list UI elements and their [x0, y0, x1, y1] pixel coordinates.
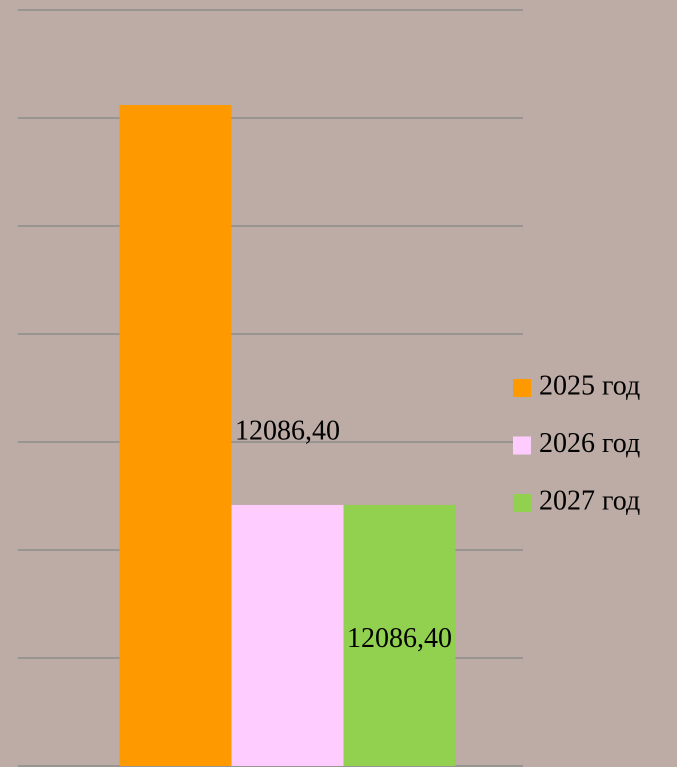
- bar: [119, 105, 232, 767]
- legend-label: 2026 год: [539, 428, 640, 459]
- legend-swatch: [513, 494, 531, 512]
- bar: [343, 504, 456, 766]
- bar: [231, 504, 344, 766]
- legend-swatch: [513, 436, 531, 455]
- legend-swatch: [513, 379, 531, 397]
- legend-label: 2027 год: [539, 485, 640, 516]
- data-label: 12086,40: [347, 623, 452, 654]
- legend-label: 2025 год: [539, 370, 640, 401]
- data-label: 12086,40: [235, 415, 340, 446]
